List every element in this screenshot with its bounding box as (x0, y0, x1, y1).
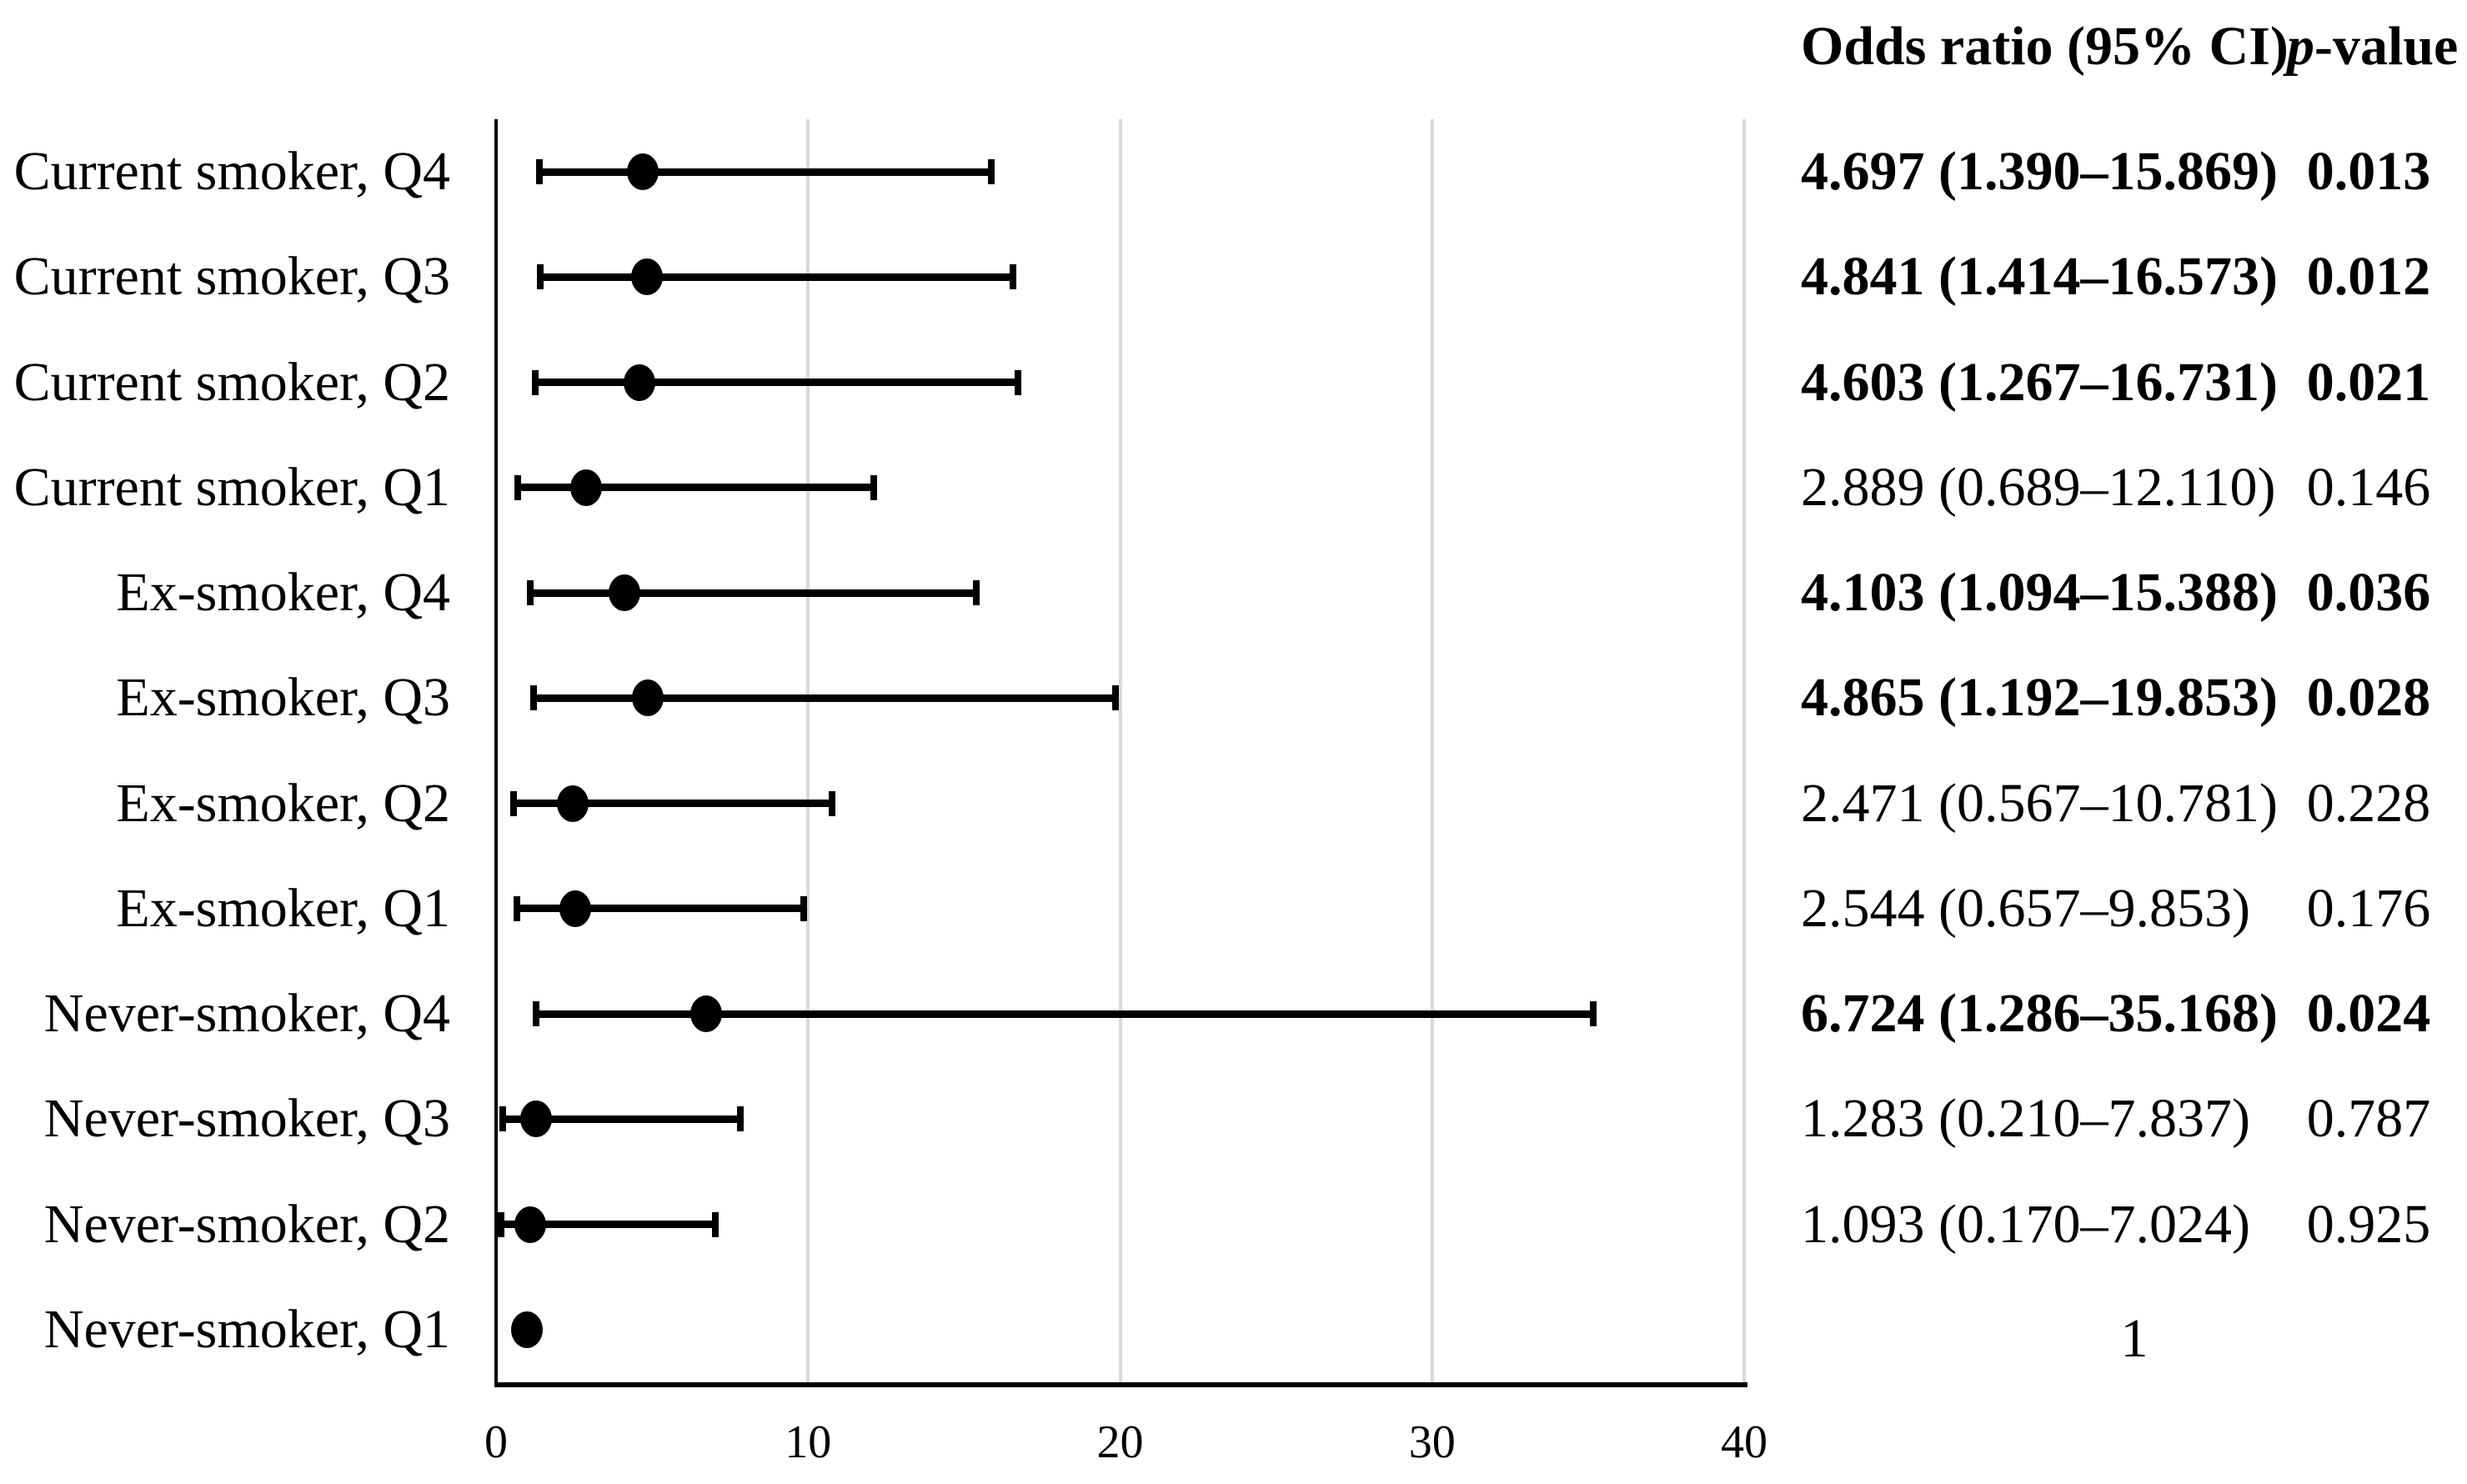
row-label: Ex-smoker, Q3 (116, 667, 450, 729)
row-label: Current smoker, Q2 (13, 351, 450, 413)
or-marker (557, 785, 589, 822)
or-ci-value: 2.544 (0.657–9.853) (1801, 877, 2250, 939)
x-tick-label: 40 (1721, 1416, 1768, 1468)
ci-cap-low (536, 159, 544, 185)
row-label: Never-smoker, Q4 (43, 983, 450, 1045)
or-ci-value: 1.093 (0.170–7.024) (1801, 1193, 2250, 1255)
ci-cap-high (800, 895, 807, 921)
row-label: Current smoker, Q4 (13, 141, 450, 203)
row-label: Never-smoker, Q1 (43, 1298, 450, 1360)
x-tick-label: 20 (1096, 1416, 1144, 1468)
p-value: 0.013 (2306, 141, 2431, 203)
p-value: 0.036 (2306, 562, 2431, 624)
x-tick-label: 10 (785, 1416, 832, 1468)
x-tick-label: 0 (484, 1416, 508, 1468)
ci-bar (499, 1115, 745, 1123)
ci-cap-low (513, 895, 520, 921)
ci-cap-high (972, 580, 980, 606)
ci-cap-low (499, 1106, 506, 1132)
or-marker (520, 1100, 553, 1138)
ci-bar (510, 800, 836, 808)
ci-cap-high (1111, 685, 1119, 711)
ci-cap-low (529, 685, 537, 711)
or-ci-value: 4.103 (1.094–15.388) (1801, 562, 2278, 624)
or-marker (511, 1311, 544, 1348)
ci-cap-high (1590, 1001, 1597, 1027)
gridline (1118, 119, 1122, 1382)
p-value: 0.028 (2306, 667, 2431, 729)
ci-cap-high (829, 790, 836, 816)
ci-cap-high (987, 159, 995, 185)
or-ci-value: 1.283 (0.210–7.837) (1801, 1088, 2250, 1150)
p-value: 0.925 (2306, 1193, 2431, 1255)
ci-cap-high (737, 1106, 745, 1132)
ci-cap-high (870, 474, 878, 500)
ci-cap-high (1015, 369, 1022, 395)
x-axis-line (494, 1382, 1747, 1387)
p-value-header-rest: -value (2314, 16, 2459, 77)
ci-cap-high (711, 1211, 719, 1237)
or-marker (632, 679, 664, 717)
p-value: 0.021 (2306, 351, 2431, 413)
row-label: Ex-smoker, Q1 (116, 877, 450, 939)
or-marker (559, 890, 592, 927)
ci-bar (536, 273, 1017, 281)
plot-area (494, 119, 1750, 1391)
reference-value: 1 (2120, 1307, 2149, 1369)
or-ci-value: 2.471 (0.567–10.781) (1801, 772, 2278, 834)
ci-bar (533, 1010, 1597, 1018)
gridline (1742, 119, 1746, 1382)
ci-cap-low (510, 790, 518, 816)
x-tick-label: 30 (1408, 1416, 1456, 1468)
or-ci-value: 4.865 (1.192–19.853) (1801, 667, 2278, 729)
or-marker (631, 258, 664, 296)
or-marker (514, 1206, 546, 1243)
row-label: Never-smoker, Q2 (43, 1193, 450, 1255)
p-value: 0.012 (2306, 246, 2431, 308)
gridline (1430, 119, 1434, 1382)
row-label: Ex-smoker, Q4 (116, 562, 450, 624)
ci-cap-low (514, 474, 521, 500)
or-marker (626, 153, 659, 191)
odds-ratio-column-header: Odds ratio (95% CI) (1801, 16, 2289, 77)
p-value: 0.228 (2306, 772, 2431, 834)
ci-cap-high (1010, 264, 1017, 290)
row-label: Ex-smoker, Q2 (116, 772, 450, 834)
ci-bar (526, 589, 980, 597)
or-ci-value: 4.697 (1.390–15.869) (1801, 141, 2278, 203)
y-axis-line (494, 119, 498, 1382)
ci-bar (536, 168, 995, 176)
or-ci-value: 6.724 (1.286–35.168) (1801, 983, 2278, 1045)
p-value: 0.146 (2306, 456, 2431, 518)
p-value: 0.024 (2306, 983, 2431, 1045)
ci-bar (513, 905, 807, 913)
row-label: Current smoker, Q3 (13, 246, 450, 308)
or-marker (689, 995, 722, 1033)
row-label: Current smoker, Q1 (13, 456, 450, 518)
ci-bar (532, 379, 1022, 387)
or-marker (570, 469, 603, 506)
ci-bar (529, 694, 1119, 702)
or-marker (608, 574, 640, 612)
ci-cap-low (532, 369, 539, 395)
ci-cap-low (526, 580, 534, 606)
ci-bar (514, 484, 878, 492)
p-value-column-header: p-value (2287, 0, 2458, 93)
ci-cap-low (498, 1211, 505, 1237)
p-value: 0.176 (2306, 877, 2431, 939)
ci-cap-low (533, 1001, 540, 1027)
or-ci-value: 4.841 (1.414–16.573) (1801, 246, 2278, 308)
ci-bar (498, 1221, 719, 1229)
or-ci-value: 4.603 (1.267–16.731) (1801, 351, 2278, 413)
ci-cap-low (536, 264, 544, 290)
gridline (806, 119, 810, 1382)
or-ci-value: 2.889 (0.689–12.110) (1801, 456, 2276, 518)
p-value: 0.787 (2306, 1088, 2431, 1150)
or-marker (624, 363, 656, 401)
p-value-header-italic-p: p (2287, 16, 2314, 77)
row-label: Never-smoker, Q3 (43, 1088, 450, 1150)
